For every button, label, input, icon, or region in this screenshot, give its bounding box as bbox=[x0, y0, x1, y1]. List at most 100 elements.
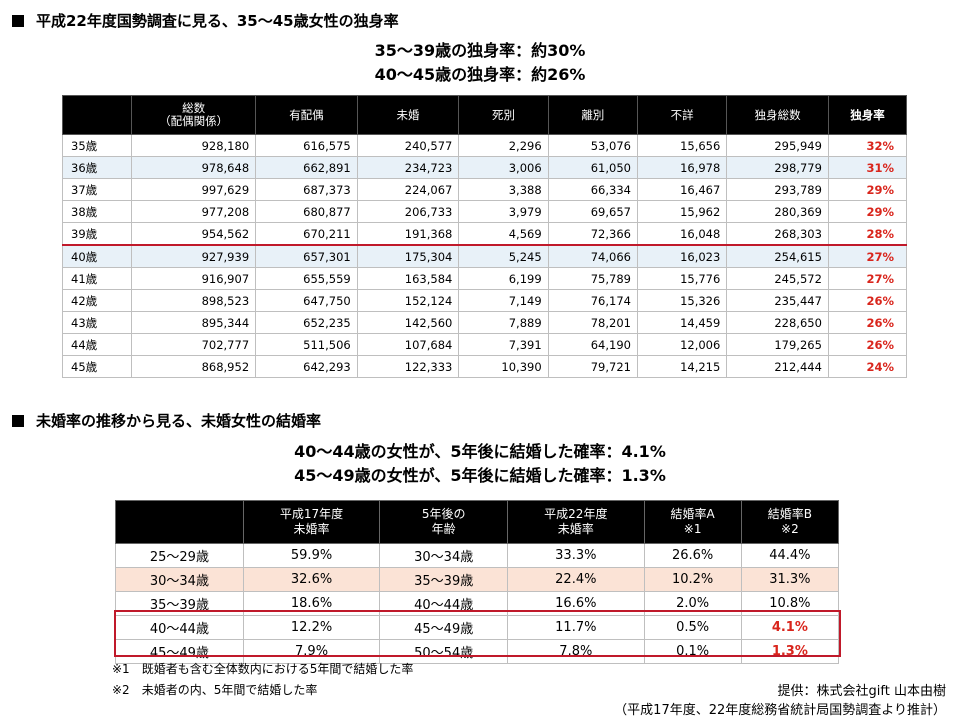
value-cell: 16,023 bbox=[636, 244, 728, 268]
value-cell: 895,344 bbox=[131, 311, 257, 334]
table-row: 45～49歳 7.9% 50～54歳 7.8% 0.1% 1.3% bbox=[115, 639, 840, 664]
value-cell: 15,656 bbox=[636, 134, 728, 157]
value-cell: 298,779 bbox=[726, 156, 829, 179]
value-cell: 687,373 bbox=[255, 178, 358, 201]
value-cell: 69,657 bbox=[547, 200, 638, 223]
value-cell: 175,304 bbox=[356, 244, 460, 268]
value-cell: 224,067 bbox=[356, 178, 460, 201]
value-cell: 31.3% bbox=[740, 567, 840, 592]
value-cell: 11.7% bbox=[507, 615, 645, 640]
value-cell: 32.6% bbox=[242, 567, 381, 592]
value-cell: 5,245 bbox=[458, 244, 549, 268]
single-rate-cell: 26% bbox=[827, 311, 908, 334]
table-row: 45歳 868,952 642,293 122,333 10,390 79,721 14,2… bbox=[61, 355, 908, 378]
value-cell: 75,789 bbox=[547, 267, 638, 290]
value-cell: 2,296 bbox=[458, 134, 549, 157]
value-cell: 163,584 bbox=[356, 267, 460, 290]
value-cell: 868,952 bbox=[131, 355, 257, 378]
column-header: 離別 bbox=[547, 95, 638, 135]
column-header: 5年後の 年齢 bbox=[379, 500, 509, 544]
value-cell: 44.4% bbox=[740, 543, 840, 568]
marriage-rate-table: 平成17年度 未婚率 5年後の 年齢 平成22年度 未婚率 結婚率A ※1 結婚率B ※2 25～… bbox=[115, 500, 840, 664]
value-cell: 662,891 bbox=[255, 156, 358, 179]
value-cell: 35～39歳 bbox=[379, 567, 509, 592]
value-cell: 12,006 bbox=[636, 333, 728, 356]
value-cell: 76,174 bbox=[547, 289, 638, 312]
value-cell: 7,149 bbox=[458, 289, 549, 312]
table-header-row: 平成17年度 未婚率 5年後の 年齢 平成22年度 未婚率 結婚率A ※1 結婚率B ※2 bbox=[115, 500, 840, 544]
age-cell: 43歳 bbox=[61, 311, 133, 334]
column-header: 独身総数 bbox=[726, 95, 829, 135]
value-cell: 511,506 bbox=[255, 333, 358, 356]
footnote-1: ※1 既婚者も含む全体数内における5年間で結婚した率 bbox=[112, 662, 414, 676]
square-bullet-icon bbox=[12, 15, 24, 27]
value-cell: 2.0% bbox=[643, 591, 742, 616]
single-rate-cell: 31% bbox=[827, 156, 908, 179]
age-cell: 37歳 bbox=[61, 178, 133, 201]
value-cell: 235,447 bbox=[726, 289, 829, 312]
column-header: 平成22年度 未婚率 bbox=[507, 500, 645, 544]
value-cell: 6,199 bbox=[458, 267, 549, 290]
column-header: 有配偶 bbox=[255, 95, 358, 135]
column-header: 未婚 bbox=[356, 95, 460, 135]
value-cell: 647,750 bbox=[255, 289, 358, 312]
value-cell: 7.8% bbox=[507, 639, 645, 664]
table-row: 40歳 927,939 657,301 175,304 5,245 74,066 16,02… bbox=[61, 244, 908, 268]
single-rate-cell: 27% bbox=[827, 267, 908, 290]
age-cell: 39歳 bbox=[61, 222, 133, 246]
value-cell: 152,124 bbox=[356, 289, 460, 312]
value-cell: 10.8% bbox=[740, 591, 840, 616]
table-row: 36歳 978,648 662,891 234,723 3,006 61,050 16,97… bbox=[61, 156, 908, 179]
age-range-cell: 45～49歳 bbox=[115, 639, 244, 664]
value-cell: 15,776 bbox=[636, 267, 728, 290]
age-range-cell: 25～29歳 bbox=[115, 543, 244, 568]
value-cell: 53,076 bbox=[547, 134, 638, 157]
value-cell: 7.9% bbox=[242, 639, 381, 664]
age-cell: 45歳 bbox=[61, 355, 133, 378]
value-cell: 22.4% bbox=[507, 567, 645, 592]
value-cell: 15,962 bbox=[636, 200, 728, 223]
value-cell: 122,333 bbox=[356, 355, 460, 378]
value-cell: 680,877 bbox=[255, 200, 358, 223]
singles-rate-table: 総数 （配偶関係） 有配偶 未婚 死別 離別 不詳 独身総数 独身率 35歳 928,180 616… bbox=[61, 95, 908, 378]
value-cell: 10.2% bbox=[643, 567, 742, 592]
value-cell: 16.6% bbox=[507, 591, 645, 616]
value-cell: 0.5% bbox=[643, 615, 742, 640]
table-row: 30～34歳 32.6% 35～39歳 22.4% 10.2% 31.3% bbox=[115, 567, 840, 592]
column-header: 結婚率B ※2 bbox=[740, 500, 840, 544]
table-row: 44歳 702,777 511,506 107,684 7,391 64,190 12,00… bbox=[61, 333, 908, 356]
value-cell: 64,190 bbox=[547, 333, 638, 356]
square-bullet-icon bbox=[12, 415, 24, 427]
value-cell: 245,572 bbox=[726, 267, 829, 290]
value-cell: 16,467 bbox=[636, 178, 728, 201]
value-cell: 18.6% bbox=[242, 591, 381, 616]
value-cell: 657,301 bbox=[255, 244, 358, 268]
value-cell: 191,368 bbox=[356, 222, 460, 246]
table-row: 35歳 928,180 616,575 240,577 2,296 53,076 15,65… bbox=[61, 134, 908, 157]
value-cell: 916,907 bbox=[131, 267, 257, 290]
single-rate-cell: 29% bbox=[827, 178, 908, 201]
value-cell: 652,235 bbox=[255, 311, 358, 334]
value-cell: 228,650 bbox=[726, 311, 829, 334]
column-header: 平成17年度 未婚率 bbox=[242, 500, 381, 544]
column-header bbox=[61, 95, 133, 135]
column-header: 不詳 bbox=[636, 95, 728, 135]
value-cell: 293,789 bbox=[726, 178, 829, 201]
age-cell: 40歳 bbox=[61, 244, 133, 268]
single-rate-cell: 32% bbox=[827, 134, 908, 157]
table-row: 43歳 895,344 652,235 142,560 7,889 78,201 14,45… bbox=[61, 311, 908, 334]
value-cell: 79,721 bbox=[547, 355, 638, 378]
single-rate-cell: 29% bbox=[827, 200, 908, 223]
value-cell: 7,889 bbox=[458, 311, 549, 334]
value-cell: 59.9% bbox=[242, 543, 381, 568]
column-header bbox=[115, 500, 244, 544]
value-cell: 10,390 bbox=[458, 355, 549, 378]
table-row: 38歳 977,208 680,877 206,733 3,979 69,657 15,96… bbox=[61, 200, 908, 223]
single-rate-cell: 24% bbox=[827, 355, 908, 378]
table-row: 39歳 954,562 670,211 191,368 4,569 72,366 16,04… bbox=[61, 222, 908, 246]
section2-title: 未婚率の推移から見る、未婚女性の結婚率 bbox=[12, 410, 321, 431]
value-cell: 0.1% bbox=[643, 639, 742, 664]
value-cell: 3,979 bbox=[458, 200, 549, 223]
value-cell: 295,949 bbox=[726, 134, 829, 157]
value-cell: 74,066 bbox=[547, 244, 638, 268]
